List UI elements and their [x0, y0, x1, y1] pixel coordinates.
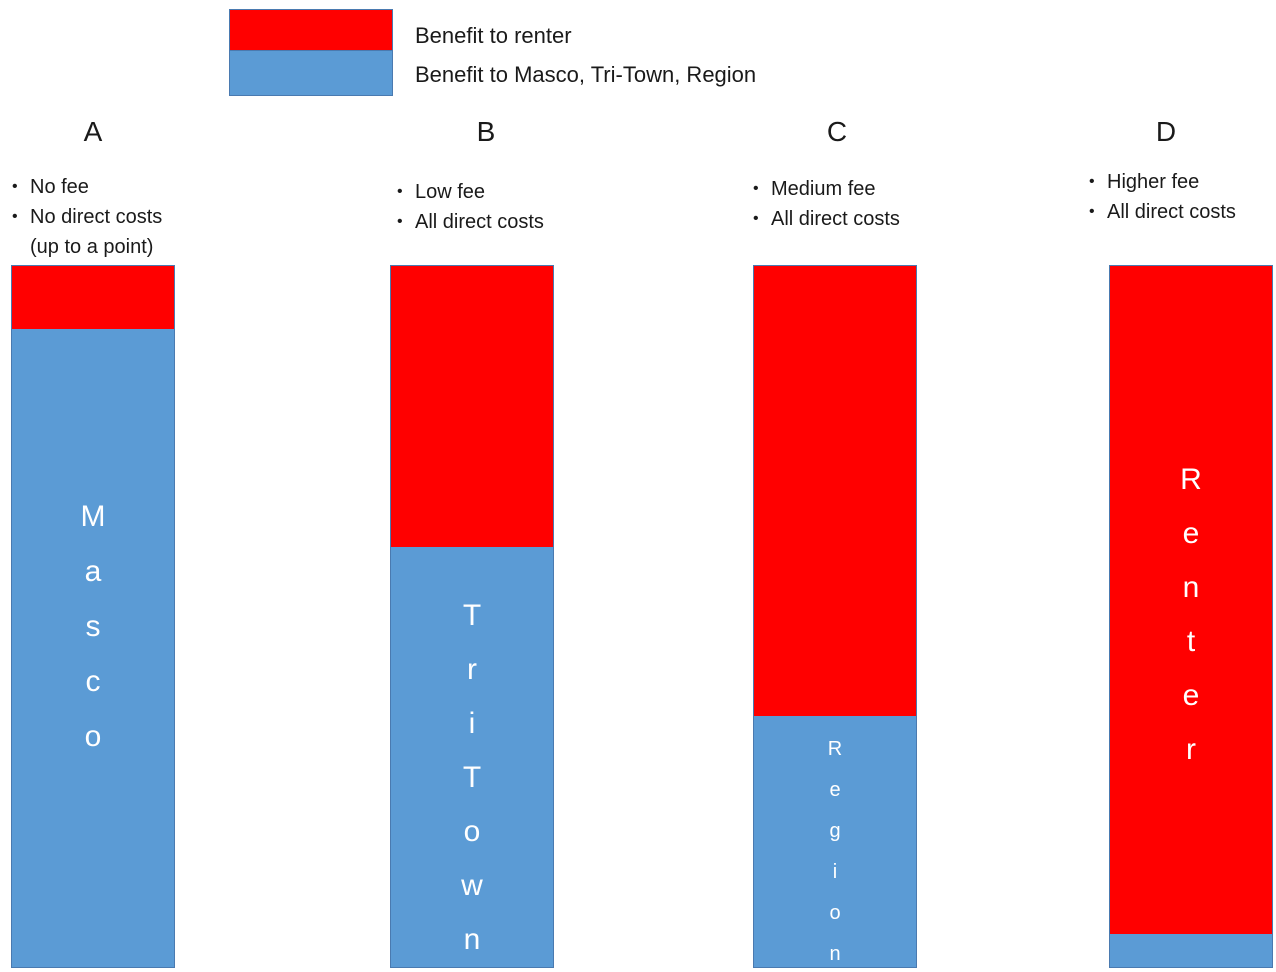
- bar-segment-community: [754, 716, 916, 967]
- column-title-a: A: [83, 116, 103, 147]
- notes-d: Higher fee All direct costs: [1087, 167, 1236, 227]
- note-item: All direct costs: [1087, 197, 1236, 227]
- column-title-d: D: [1155, 116, 1177, 147]
- bar-segment-renter: [391, 266, 553, 547]
- notes-b: Low fee All direct costs: [395, 177, 544, 237]
- note-item: Higher fee: [1087, 167, 1236, 197]
- bar-segment-renter: [754, 266, 916, 716]
- note-item: Medium fee: [751, 174, 900, 204]
- notes-c: Medium fee All direct costs: [751, 174, 900, 234]
- note-item: All direct costs: [751, 204, 900, 234]
- bar-segment-community: [1110, 934, 1272, 967]
- legend-label-community: Benefit to Masco, Tri-Town, Region: [415, 62, 757, 87]
- note-item: No direct costs: [10, 202, 162, 232]
- column-title-b: B: [476, 116, 496, 147]
- note-item: Low fee: [395, 177, 544, 207]
- note-item: All direct costs: [395, 207, 544, 237]
- notes-a: No fee No direct costs (up to a point): [10, 172, 162, 262]
- bar-segment-community: [12, 329, 174, 967]
- legend-label-renter: Benefit to renter: [415, 23, 572, 48]
- bar-segment-renter: [1110, 266, 1272, 934]
- note-item: No fee: [10, 172, 162, 202]
- legend-swatch-community: [229, 50, 393, 96]
- note-item-continuation: (up to a point): [30, 236, 154, 258]
- bar-segment-community: [391, 547, 553, 967]
- legend-swatch-renter: [229, 9, 393, 53]
- column-title-c: C: [826, 116, 848, 147]
- bar-segment-renter: [12, 266, 174, 329]
